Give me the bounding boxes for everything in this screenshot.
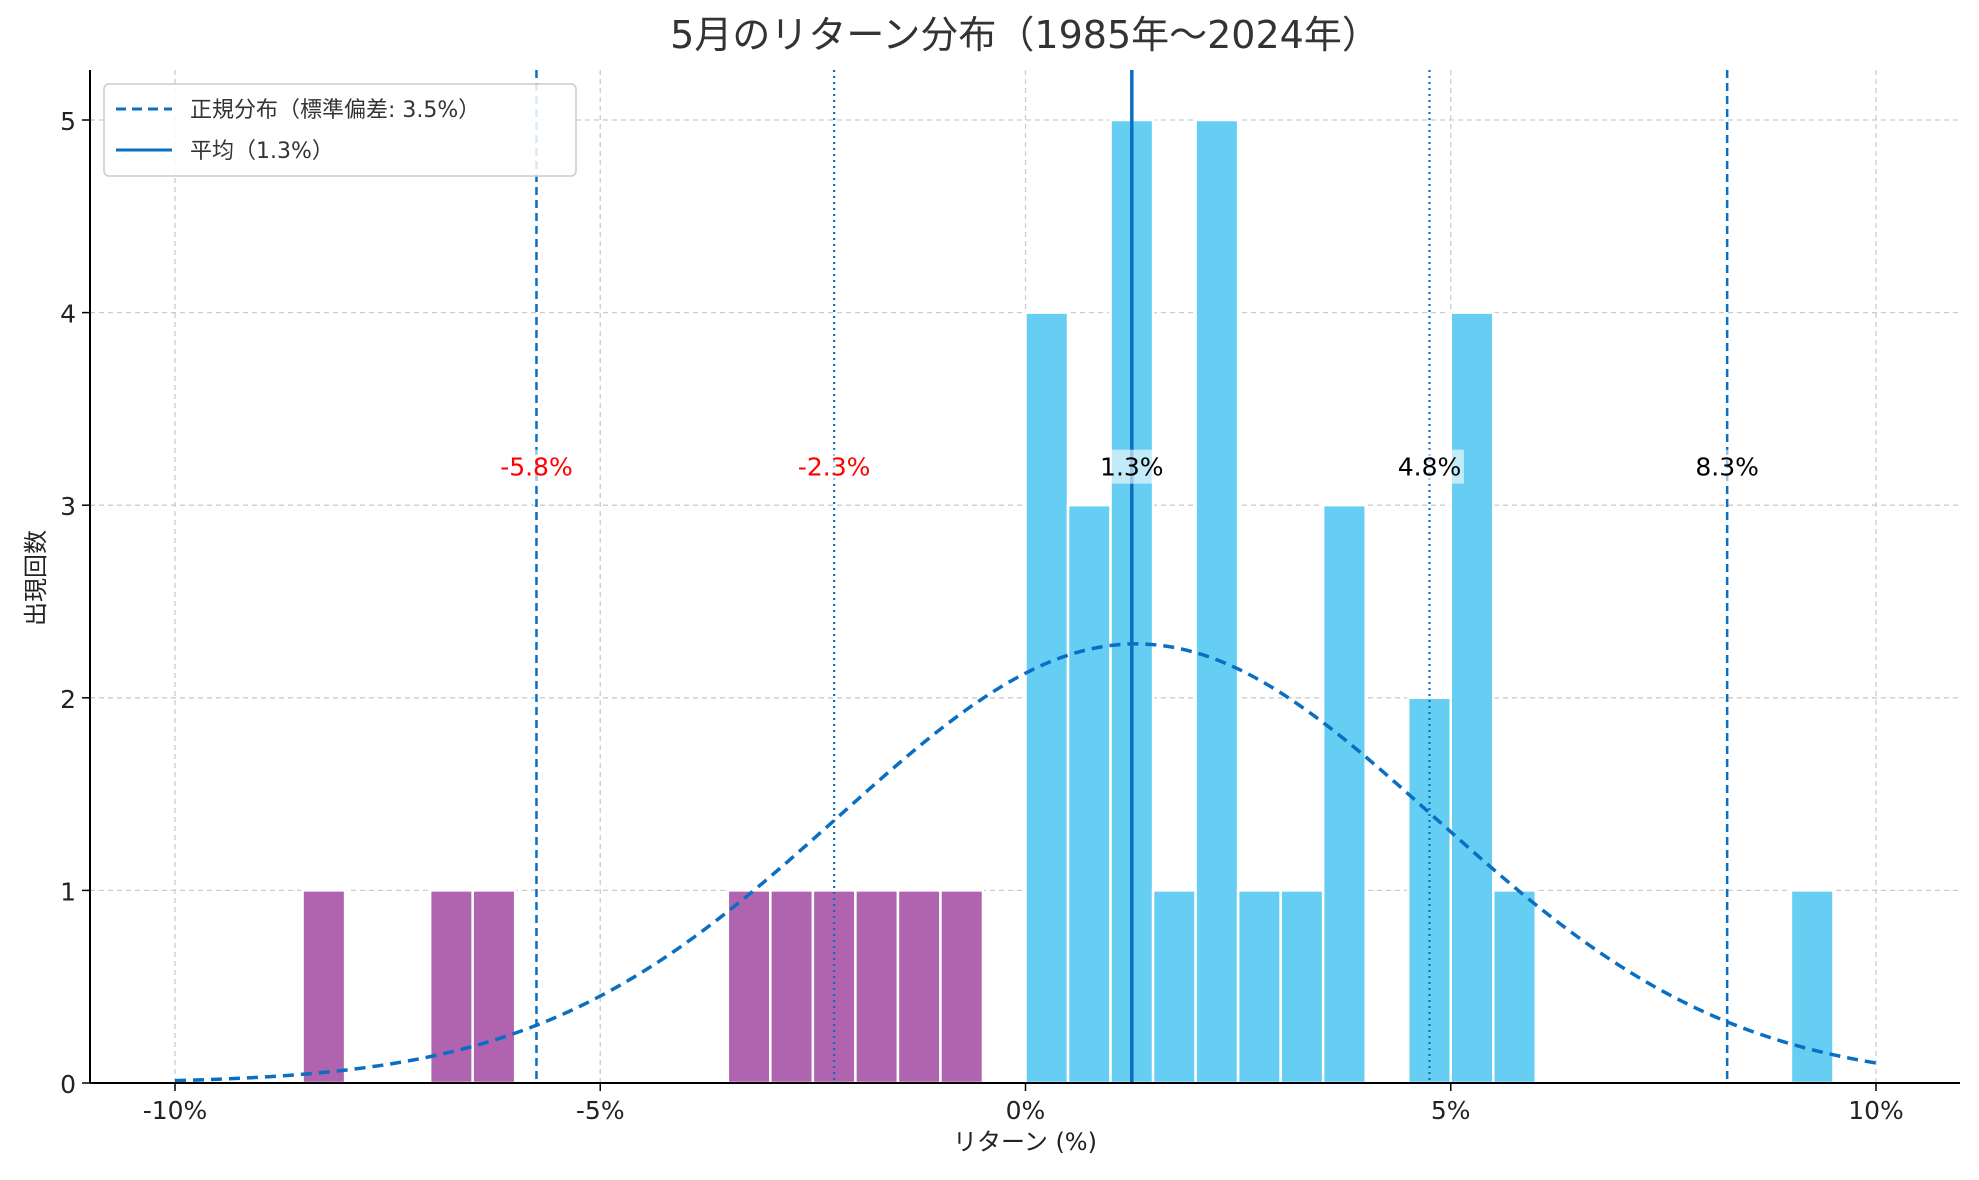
y-axis-label: 出現回数 xyxy=(22,530,50,626)
y-tick-labels: 0 1 2 3 4 5 xyxy=(60,107,76,1099)
x-tick-label: -5% xyxy=(576,1096,625,1125)
y-tick-label: 3 xyxy=(60,492,76,521)
y-tick-label: 0 xyxy=(60,1070,76,1099)
histogram-bar xyxy=(854,889,900,1085)
histogram-bar xyxy=(1194,118,1240,1085)
sigma-label: -5.8% xyxy=(500,453,573,482)
y-tick-label: 5 xyxy=(60,107,76,136)
normal-curve-layer xyxy=(174,642,1877,1083)
histogram-bar xyxy=(896,889,942,1085)
y-tick-label: 2 xyxy=(60,685,76,714)
histogram-bar xyxy=(471,889,517,1085)
x-axis-label: リターン (%) xyxy=(953,1128,1097,1156)
legend-mean-label: 平均（1.3%） xyxy=(190,139,334,164)
histogram-bar xyxy=(939,889,985,1085)
histogram-bar xyxy=(301,889,347,1085)
x-tick-label: -10% xyxy=(143,1096,208,1125)
sigma-label: 8.3% xyxy=(1695,453,1759,482)
x-tick-labels: -10% -5% 0% 5% 10% xyxy=(143,1096,1904,1125)
histogram-bar xyxy=(1024,311,1070,1085)
x-tick-label: 0% xyxy=(1006,1096,1046,1125)
axes xyxy=(82,70,1960,1091)
chart-title: 5月のリターン分布（1985年〜2024年） xyxy=(670,13,1380,57)
sigma-label-background xyxy=(1692,449,1762,484)
sigma-label-background xyxy=(792,449,877,484)
normal-distribution-curve xyxy=(174,642,1877,1083)
sigma-label-background xyxy=(1097,449,1167,484)
sigma-label: -2.3% xyxy=(798,453,871,482)
histogram-bar xyxy=(1789,889,1835,1085)
histogram-bar xyxy=(1321,503,1367,1085)
histogram-bar xyxy=(726,889,772,1085)
histogram-bar xyxy=(1492,889,1538,1085)
sigma-label: 4.8% xyxy=(1398,453,1462,482)
histogram-bar xyxy=(769,889,815,1085)
x-tick-label: 5% xyxy=(1431,1096,1471,1125)
legend-normal-curve-label: 正規分布（標準偏差: 3.5%） xyxy=(190,98,480,123)
sigma-label-background xyxy=(494,449,579,484)
histogram-bar xyxy=(1066,503,1112,1085)
reference-lines xyxy=(535,70,1729,1083)
y-tick-label: 4 xyxy=(60,300,76,329)
histogram-bar xyxy=(428,889,474,1085)
legend-box xyxy=(103,83,577,177)
histogram-bar xyxy=(1236,889,1282,1085)
x-tick-label: 10% xyxy=(1848,1096,1904,1125)
histogram-bar xyxy=(1279,889,1325,1085)
histogram-bar xyxy=(1151,889,1197,1085)
sigma-label: 1.3% xyxy=(1100,453,1164,482)
sigma-labels: -5.8% -2.3% 1.3% 4.8% 8.3% xyxy=(494,449,1762,484)
legend: 正規分布（標準偏差: 3.5%） 平均（1.3%） xyxy=(103,83,577,177)
histogram-bar xyxy=(1449,311,1495,1085)
sigma-label-background xyxy=(1395,449,1464,484)
y-tick-label: 1 xyxy=(60,877,76,906)
